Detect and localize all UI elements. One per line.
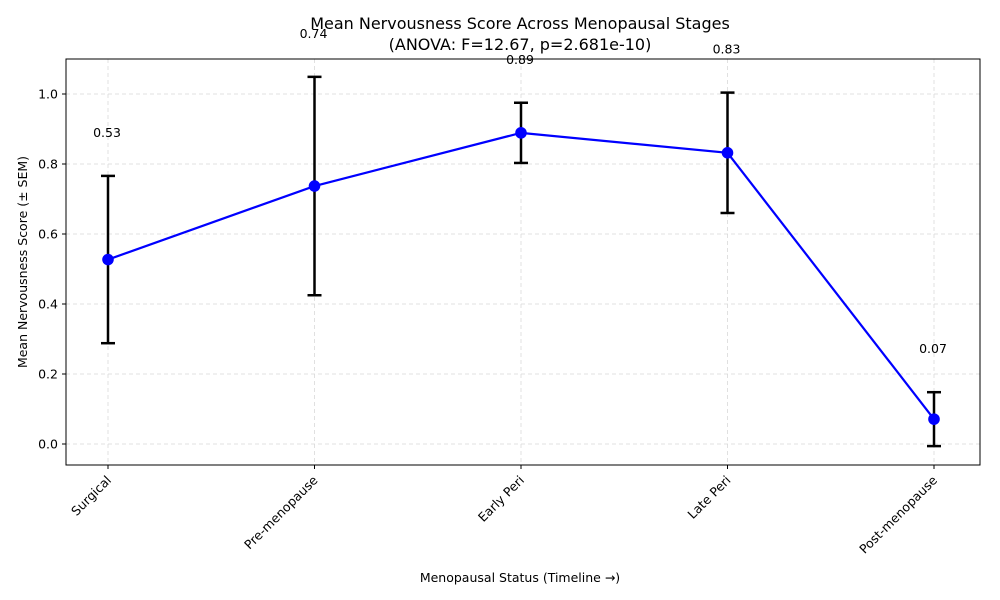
markers [102,127,940,425]
y-tick-label: 1.0 [38,87,58,102]
chart-subtitle: (ANOVA: F=12.67, p=2.681e-10) [389,35,652,54]
data-point [102,253,114,266]
data-label: 0.74 [300,26,328,41]
x-tick-label: Pre-menopause [241,472,321,552]
y-tick-label: 0.6 [38,227,58,242]
x-tick-label: Surgical [68,473,114,519]
x-tick-label: Post-menopause [856,472,940,556]
data-point [721,147,734,159]
y-tick-label: 0.2 [38,367,58,382]
x-tick-label: Late Peri [684,473,733,522]
x-axis-label: Menopausal Status (Timeline →) [420,570,620,585]
x-axis: Surgical Pre-menopause Early Peri Late Peri… [68,465,940,557]
y-tick-label: 0.0 [38,437,58,452]
data-point [928,413,940,425]
data-label: 0.07 [919,341,947,356]
data-point [308,180,321,192]
y-tick-label: 0.8 [38,157,58,172]
y-tick-label: 0.4 [38,297,58,312]
data-point [515,127,527,139]
x-tick-label: Early Peri [475,473,527,525]
plot-frame [65,58,981,466]
data-label: 0.83 [713,42,741,57]
data-label: 0.53 [93,125,121,140]
data-labels: 0.530.740.890.830.07 [93,26,947,356]
y-axis-label: Mean Nervousness Score (± SEM) [15,156,30,368]
grid [66,59,980,465]
chart-title: Mean Nervousness Score Across Menopausal… [310,14,730,33]
y-axis: 0.0 0.2 0.4 0.6 0.8 1.0 [38,87,66,452]
